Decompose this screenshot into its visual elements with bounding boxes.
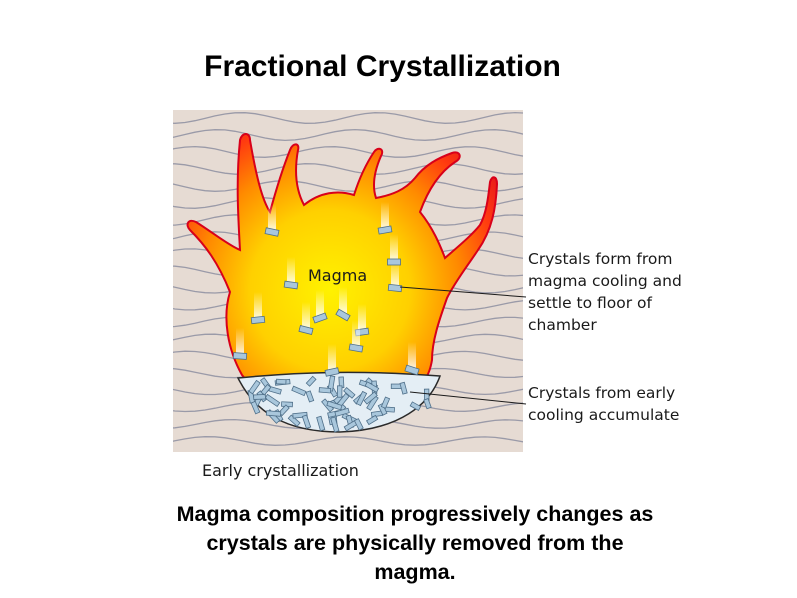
crystal-icon bbox=[336, 385, 343, 398]
crystal-trail bbox=[408, 342, 416, 368]
crystal-icon bbox=[343, 386, 356, 399]
crystal-icon bbox=[301, 414, 312, 429]
crystal-icon bbox=[265, 410, 282, 417]
crystal-trail bbox=[328, 344, 336, 370]
crystal-trail bbox=[358, 304, 366, 330]
crystal-icon bbox=[253, 394, 266, 400]
caption-line-2: crystals are physically removed from the bbox=[206, 531, 624, 555]
crystal-icon bbox=[287, 414, 301, 427]
crystal-icon bbox=[366, 414, 379, 426]
crystal-trail bbox=[316, 290, 324, 316]
callout-top-line-2: magma cooling and bbox=[528, 272, 682, 290]
page-title: Fractional Crystallization bbox=[204, 50, 561, 83]
callout-settling-crystals: Crystals form from magma cooling and set… bbox=[528, 248, 682, 336]
crystal-trail bbox=[268, 204, 276, 230]
crystal-icon bbox=[283, 280, 299, 290]
figure-caption: Early crystallization bbox=[202, 461, 359, 480]
crystal-icon bbox=[377, 225, 393, 235]
crystal-icon bbox=[363, 391, 378, 405]
callout-bottom-line-2: cooling accumulate bbox=[528, 406, 680, 424]
rock-line bbox=[173, 436, 523, 446]
crystal-icon bbox=[409, 401, 422, 411]
crystal-trail bbox=[381, 202, 389, 228]
crystal-icon bbox=[387, 283, 403, 293]
crystal-icon bbox=[264, 227, 280, 237]
crystal-icon bbox=[305, 375, 317, 387]
crystal-icon bbox=[232, 352, 248, 360]
crystal-icon bbox=[404, 364, 420, 376]
crystal-trail bbox=[302, 302, 310, 328]
callout-top-line-1: Crystals form from bbox=[528, 250, 673, 268]
crystal-trail bbox=[390, 234, 398, 260]
crystal-icon bbox=[399, 381, 408, 395]
rock-line bbox=[173, 145, 523, 158]
crystal-icon bbox=[291, 385, 307, 397]
crystal-icon bbox=[312, 312, 328, 324]
crystal-icon bbox=[366, 395, 379, 411]
crystal-trail bbox=[254, 292, 262, 318]
rock-line bbox=[173, 128, 523, 142]
crystal-icon bbox=[305, 390, 315, 403]
crystal-trail bbox=[352, 320, 360, 346]
crystal-trail bbox=[339, 287, 347, 313]
crystal-icon bbox=[423, 398, 432, 410]
callout-accumulated-crystals: Crystals from early cooling accumulate bbox=[528, 382, 679, 426]
rock-line bbox=[173, 111, 523, 124]
crystal-icon bbox=[364, 381, 380, 393]
magma-label: Magma bbox=[308, 266, 368, 285]
crystal-icon bbox=[326, 400, 343, 411]
callout-bottom-line-1: Crystals from early bbox=[528, 384, 676, 402]
accumulated-crystals bbox=[247, 375, 432, 433]
crystal-trail bbox=[287, 257, 295, 283]
crystal-icon bbox=[316, 415, 326, 432]
rock-line bbox=[173, 180, 523, 192]
crystal-icon bbox=[334, 407, 350, 417]
crystal-icon bbox=[335, 308, 351, 322]
callout-top-line-4: chamber bbox=[528, 316, 597, 334]
crystal-icon bbox=[348, 343, 364, 353]
crystal-icon bbox=[390, 383, 402, 389]
crystal-icon bbox=[330, 416, 340, 433]
caption-line-1: Magma composition progressively changes … bbox=[176, 502, 654, 526]
crystal-icon bbox=[250, 315, 266, 325]
settling-crystals bbox=[232, 202, 420, 377]
crystal-icon bbox=[387, 258, 401, 266]
leader-line-bottom bbox=[409, 391, 527, 405]
crystal-icon bbox=[370, 410, 383, 418]
crystal-icon bbox=[318, 387, 332, 394]
crystal-icon bbox=[250, 400, 261, 415]
crystal-icon bbox=[260, 383, 272, 396]
crystal-icon bbox=[275, 378, 287, 385]
crystal-icon bbox=[380, 396, 391, 409]
crystal-icon bbox=[264, 393, 281, 407]
crystal-trail bbox=[236, 328, 244, 354]
crystal-icon bbox=[355, 390, 368, 407]
crystal-icon bbox=[298, 325, 314, 335]
slide-caption: Magma composition progressively changes … bbox=[125, 500, 705, 587]
callout-top-line-3: settle to floor of bbox=[528, 294, 652, 312]
crystal-icon bbox=[353, 418, 364, 431]
caption-line-3: magma. bbox=[374, 560, 456, 584]
crystal-trail bbox=[391, 260, 399, 286]
crystal-icon bbox=[324, 367, 340, 377]
crystal-icon bbox=[377, 403, 388, 416]
leader-line-top bbox=[399, 286, 527, 298]
crystal-icon bbox=[248, 379, 261, 395]
rock-line bbox=[173, 163, 523, 175]
